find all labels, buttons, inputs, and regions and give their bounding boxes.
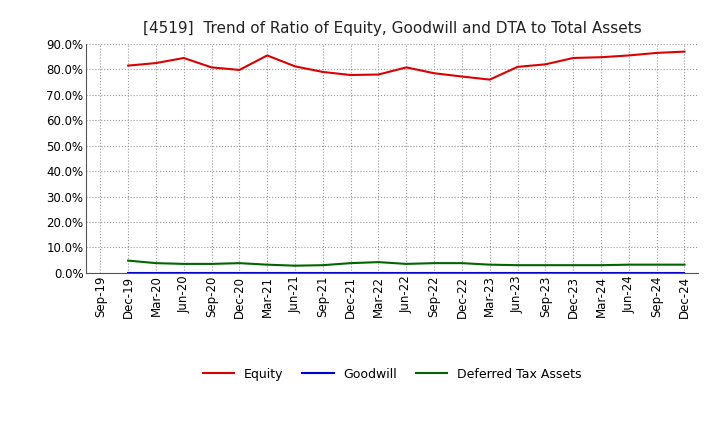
Deferred Tax Assets [597, 263, 606, 268]
Deferred Tax Assets [485, 262, 494, 268]
Goodwill [569, 270, 577, 275]
Legend: Equity, Goodwill, Deferred Tax Assets: Equity, Goodwill, Deferred Tax Assets [198, 363, 587, 385]
Goodwill [124, 270, 132, 275]
Deferred Tax Assets [263, 262, 271, 268]
Equity [597, 55, 606, 60]
Goodwill [207, 270, 216, 275]
Goodwill [318, 270, 327, 275]
Deferred Tax Assets [318, 263, 327, 268]
Goodwill [597, 270, 606, 275]
Deferred Tax Assets [402, 261, 410, 267]
Title: [4519]  Trend of Ratio of Equity, Goodwill and DTA to Total Assets: [4519] Trend of Ratio of Equity, Goodwil… [143, 21, 642, 36]
Goodwill [402, 270, 410, 275]
Goodwill [513, 270, 522, 275]
Deferred Tax Assets [680, 262, 689, 268]
Equity [235, 67, 243, 73]
Deferred Tax Assets [458, 260, 467, 266]
Equity [624, 53, 633, 58]
Equity [430, 70, 438, 76]
Goodwill [374, 270, 383, 275]
Equity [318, 70, 327, 75]
Equity [207, 65, 216, 70]
Deferred Tax Assets [374, 260, 383, 265]
Equity [124, 63, 132, 68]
Equity [458, 74, 467, 79]
Equity [541, 62, 550, 67]
Goodwill [541, 270, 550, 275]
Line: Equity: Equity [128, 51, 685, 80]
Equity [179, 55, 188, 61]
Equity [569, 55, 577, 61]
Equity [152, 60, 161, 66]
Deferred Tax Assets [430, 260, 438, 266]
Deferred Tax Assets [235, 260, 243, 266]
Goodwill [291, 270, 300, 275]
Deferred Tax Assets [541, 263, 550, 268]
Deferred Tax Assets [152, 260, 161, 266]
Goodwill [624, 270, 633, 275]
Deferred Tax Assets [624, 262, 633, 268]
Deferred Tax Assets [346, 260, 355, 266]
Goodwill [235, 270, 243, 275]
Goodwill [152, 270, 161, 275]
Goodwill [179, 270, 188, 275]
Deferred Tax Assets [124, 258, 132, 263]
Line: Deferred Tax Assets: Deferred Tax Assets [128, 260, 685, 266]
Goodwill [680, 270, 689, 275]
Equity [291, 64, 300, 69]
Equity [374, 72, 383, 77]
Goodwill [652, 270, 661, 275]
Equity [402, 65, 410, 70]
Equity [346, 72, 355, 77]
Deferred Tax Assets [513, 263, 522, 268]
Equity [652, 50, 661, 55]
Deferred Tax Assets [291, 263, 300, 268]
Goodwill [485, 270, 494, 275]
Deferred Tax Assets [207, 261, 216, 267]
Equity [485, 77, 494, 82]
Goodwill [346, 270, 355, 275]
Deferred Tax Assets [179, 261, 188, 267]
Equity [513, 64, 522, 70]
Goodwill [263, 270, 271, 275]
Deferred Tax Assets [569, 263, 577, 268]
Deferred Tax Assets [652, 262, 661, 268]
Equity [680, 49, 689, 54]
Goodwill [458, 270, 467, 275]
Equity [263, 53, 271, 58]
Goodwill [430, 270, 438, 275]
